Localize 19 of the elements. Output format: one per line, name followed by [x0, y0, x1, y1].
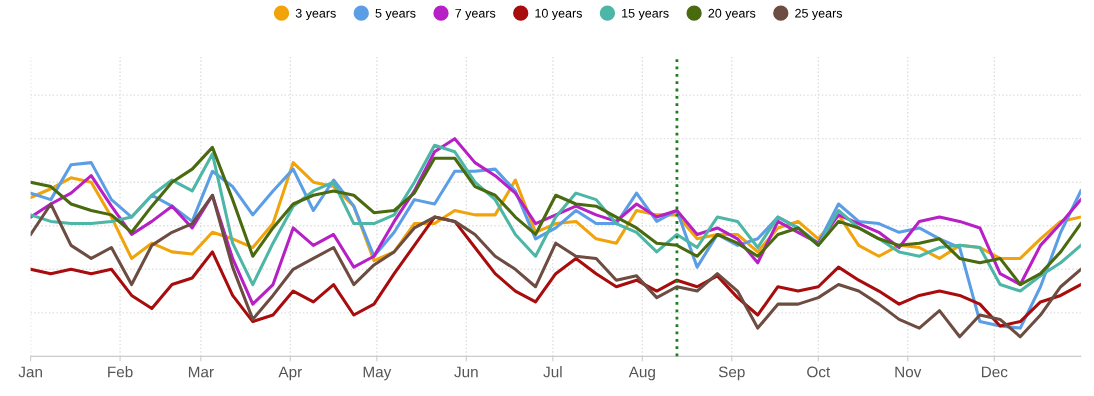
x-tick-label: Jun — [454, 366, 478, 378]
x-tick-label: Aug — [628, 366, 655, 381]
x-tick-label: Mar — [188, 366, 214, 378]
x-tick-label: Apr — [278, 366, 302, 381]
x-tick-label: Oct — [807, 366, 831, 378]
x-tick-label: Sep — [718, 366, 745, 381]
x-tick-label: May — [363, 366, 392, 381]
legend-label: 7 years — [455, 8, 496, 21]
legend-label: 5 years — [375, 8, 416, 21]
x-tick-label: Jul — [543, 366, 562, 378]
legend-label: 20 years — [708, 8, 756, 21]
legend-label: 15 years — [622, 8, 669, 21]
x-tick-label: Dec — [981, 366, 1008, 378]
x-tick-label: Feb — [108, 366, 133, 378]
legend-label: 3 years — [295, 8, 336, 21]
x-tick-label: Nov — [895, 366, 922, 378]
legend-label: 25 years — [795, 8, 843, 21]
legend-label: 10 years — [535, 8, 582, 21]
x-tick-label: Jan — [18, 366, 42, 378]
